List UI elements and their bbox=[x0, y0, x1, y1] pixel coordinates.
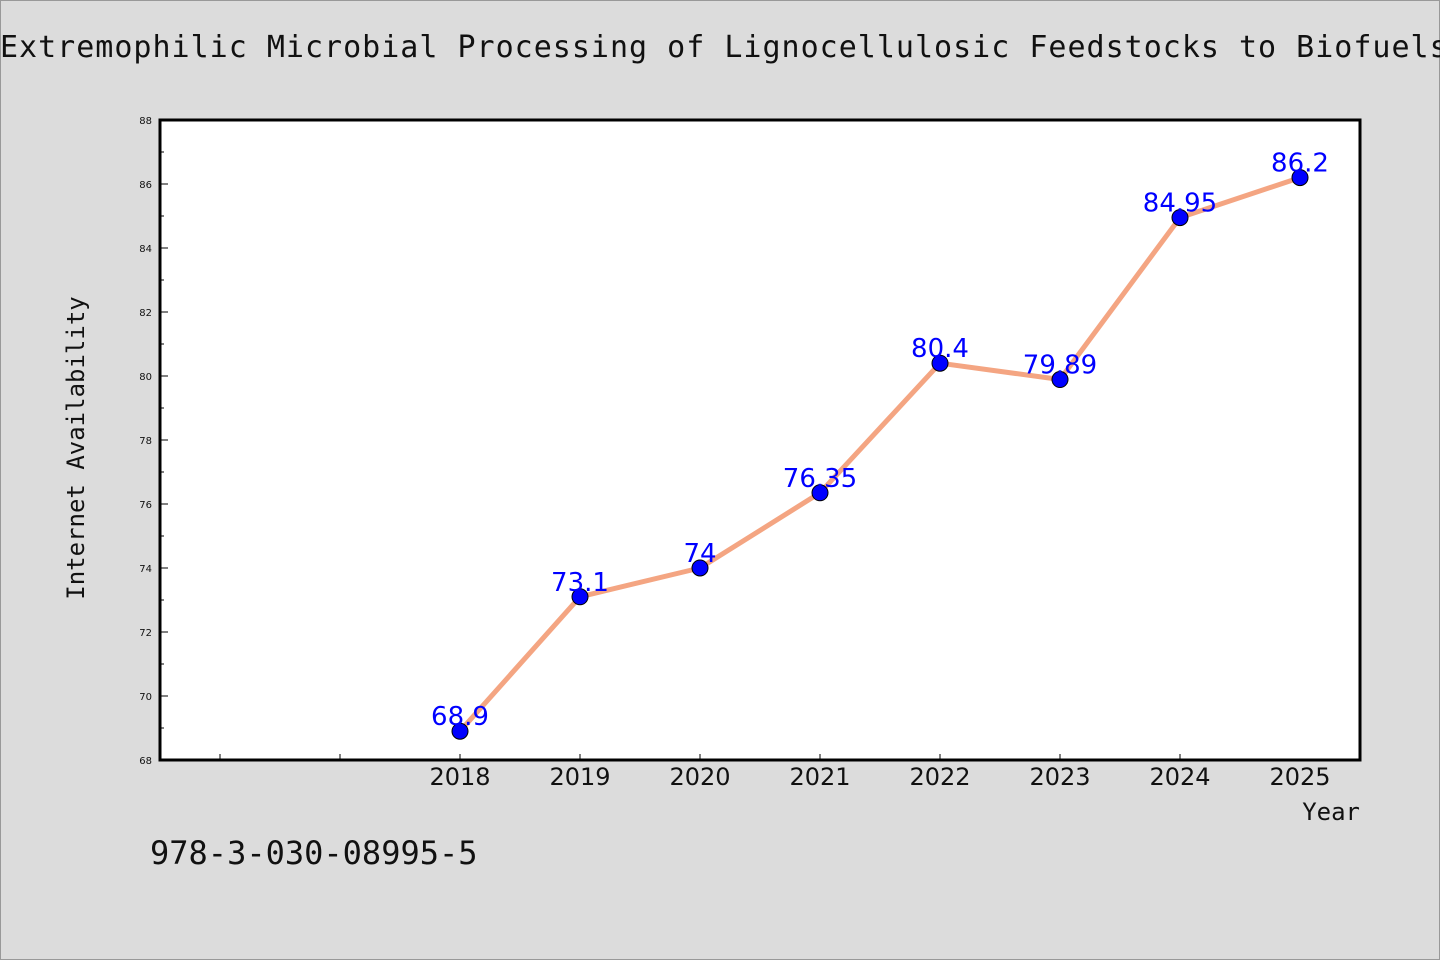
data-point bbox=[571, 588, 589, 606]
y-tick-label: 68 bbox=[139, 756, 152, 767]
x-tick-label: 2019 bbox=[549, 763, 610, 791]
data-label: 76.35 bbox=[783, 464, 857, 494]
x-tick-label: 2018 bbox=[429, 763, 490, 791]
x-axis: 2018 2019 2020 2021 2022 2023 2024 2025 bbox=[219, 754, 1331, 791]
y-tick-label: 86 bbox=[139, 180, 152, 191]
x-tick-label: 2021 bbox=[789, 763, 850, 791]
data-label: 80.4 bbox=[911, 334, 969, 364]
data-point bbox=[931, 354, 949, 372]
y-tick-label: 74 bbox=[139, 564, 152, 575]
y-axis-label: Internet Availability bbox=[62, 296, 90, 599]
data-label: 79.89 bbox=[1023, 351, 1097, 381]
data-label-layer: 68.9 73.1 74 76.35 80.4 79.89 84.95 86.2 bbox=[431, 149, 1329, 733]
plot-area bbox=[158, 118, 1362, 762]
data-point bbox=[691, 559, 709, 577]
data-point bbox=[1291, 169, 1309, 187]
data-point bbox=[1171, 209, 1189, 227]
x-tick-label: 2022 bbox=[909, 763, 970, 791]
y-tick-label: 82 bbox=[139, 308, 152, 319]
y-tick-label: 70 bbox=[139, 692, 152, 703]
y-tick-label: 76 bbox=[139, 500, 152, 511]
x-tick-label: 2024 bbox=[1149, 763, 1210, 791]
x-tick-label: 2025 bbox=[1269, 763, 1330, 791]
y-tick-label: 84 bbox=[139, 244, 152, 255]
y-axis: 68 70 72 74 76 78 80 82 84 86 88 bbox=[139, 116, 168, 767]
chart-title: Extremophilic Microbial Processing of Li… bbox=[0, 30, 1440, 65]
y-tick-label: 72 bbox=[139, 628, 152, 639]
x-tick-label: 2020 bbox=[669, 763, 730, 791]
data-label: 68.9 bbox=[431, 702, 489, 732]
x-tick-label: 2023 bbox=[1029, 763, 1090, 791]
x-axis-label: Year bbox=[1302, 798, 1360, 826]
data-point bbox=[1051, 371, 1069, 389]
data-point bbox=[811, 484, 829, 502]
y-tick-label: 80 bbox=[139, 372, 152, 383]
data-label: 73.1 bbox=[551, 568, 609, 598]
y-tick-label: 88 bbox=[139, 116, 152, 127]
series-line bbox=[458, 175, 1301, 733]
data-label: 84.95 bbox=[1143, 189, 1217, 219]
data-point bbox=[451, 722, 469, 740]
data-label: 86.2 bbox=[1271, 149, 1329, 179]
footnote-text: 978-3-030-08995-5 bbox=[150, 834, 478, 872]
y-tick-label: 78 bbox=[139, 436, 152, 447]
series-layer bbox=[451, 169, 1309, 740]
data-label: 74 bbox=[683, 539, 716, 569]
